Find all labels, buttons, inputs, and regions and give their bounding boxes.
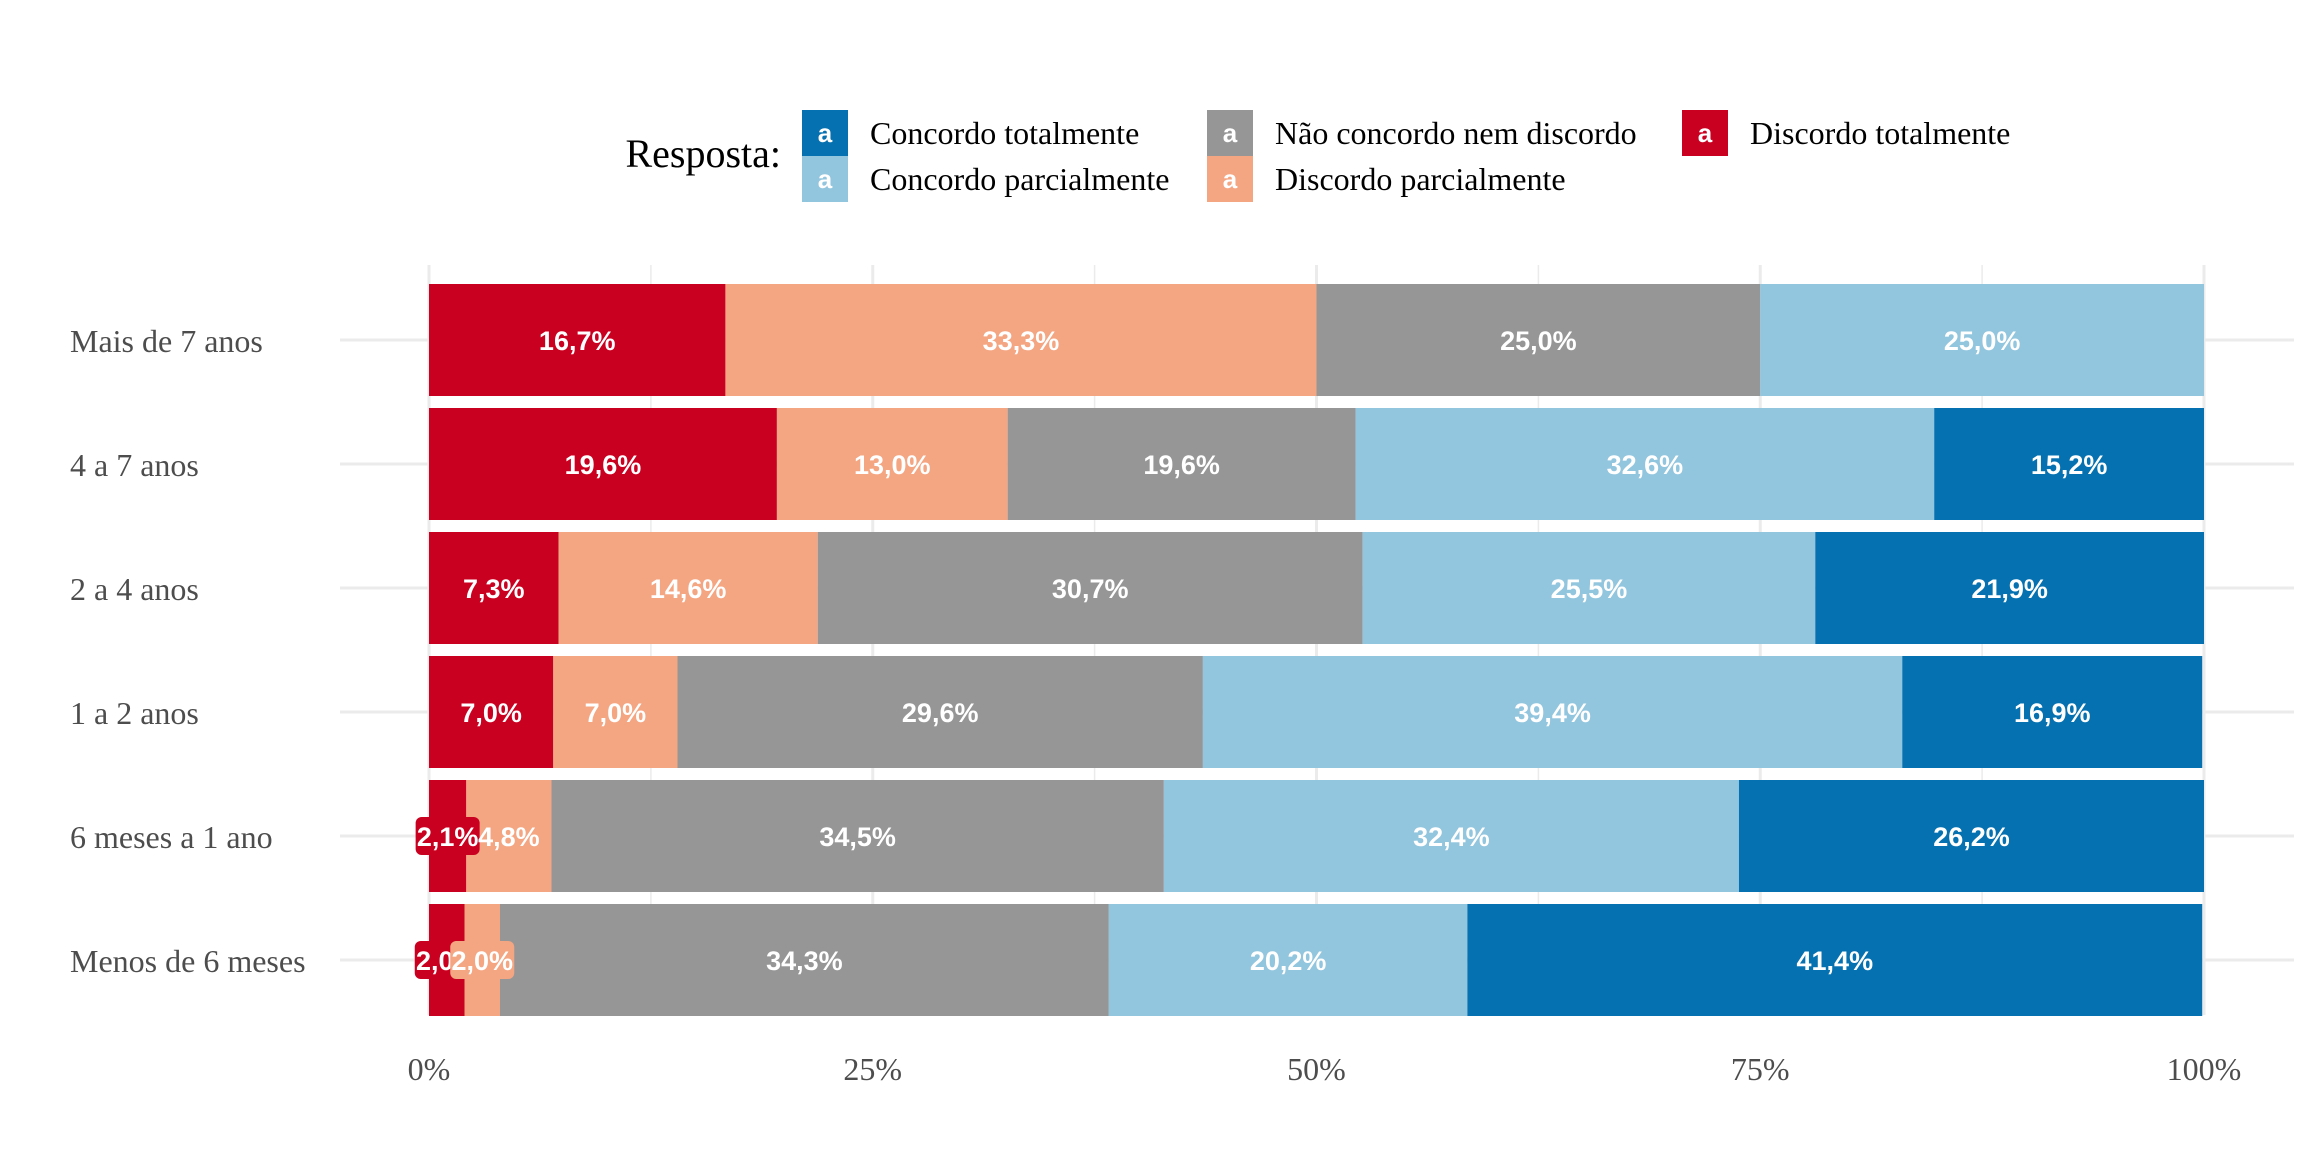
legend-key-glyph: a [818,118,833,148]
legend-entry-label: Não concordo nem discordo [1275,115,1637,151]
y-axis-label: 1 a 2 anos [70,695,199,731]
y-axis-label: 2 a 4 anos [70,571,199,607]
bar-segment [1467,904,2203,1016]
data-label: 15,2% [2031,450,2108,480]
legend-entry-label: Concordo parcialmente [870,161,1169,197]
data-label-box [450,941,515,979]
bar-segment [500,904,1109,1016]
bar-segment [1738,780,2204,892]
bar-segment [725,284,1317,396]
bar-segment [1007,408,1356,520]
legend-title: Resposta: [625,131,781,176]
data-label: 34,5% [819,822,896,852]
data-label: 2,0% [451,946,513,976]
y-axis-label: Mais de 7 anos [70,323,263,359]
data-label: 7,0% [460,698,522,728]
bars: 16,7% 33,3% 25,0% 25,0% 19,6% 13,0% 19,6% 32,6%… [414,284,2204,1016]
legend-entry-label: Concordo totalmente [870,115,1139,151]
bar-segment [553,656,678,768]
bar-segment [1108,904,1468,1016]
data-label: 34,3% [766,946,843,976]
legend-key [1207,156,1253,202]
data-label: 25,0% [1944,326,2021,356]
x-axis-labels: 0% 25% 50% 75% 100% [408,1051,2242,1087]
x-axis-tick-label: 100% [2167,1051,2242,1087]
bar-segment [558,532,818,644]
data-label: 25,5% [1551,574,1628,604]
data-label: 16,7% [539,326,616,356]
bar-segment [1316,284,1761,396]
bar-segment [429,408,777,520]
legend-entry-label: Discordo parcialmente [1275,161,1566,197]
bar-segment [1202,656,1903,768]
y-axis-label: 4 a 7 anos [70,447,199,483]
data-label: 20,2% [1250,946,1327,976]
legend-key-glyph: a [818,164,833,194]
legend-key [802,156,848,202]
bar-segment [1355,408,1935,520]
x-axis-tick-label: 75% [1731,1051,1790,1087]
x-axis-tick-label: 50% [1287,1051,1346,1087]
bar-segment [1760,284,2204,396]
bar-segment [817,532,1363,644]
data-label: 41,4% [1797,946,1874,976]
data-label: 21,9% [1971,574,2048,604]
legend-key [1682,110,1728,156]
data-label: 19,6% [1143,450,1220,480]
y-axis-label: Menos de 6 meses [70,943,306,979]
legend-key-glyph: a [1223,164,1238,194]
legend-key [802,110,848,156]
legend-entry-label: Discordo totalmente [1750,115,2010,151]
data-label: 30,7% [1052,574,1129,604]
data-label: 13,0% [854,450,931,480]
data-label: 19,6% [565,450,642,480]
bar-segment [429,532,559,644]
data-label: 7,0% [585,698,647,728]
data-label: 14,6% [650,574,727,604]
y-axis-labels: Mais de 7 anos 4 a 7 anos 2 a 4 anos 1 a 2 … [70,323,306,979]
data-label: 39,4% [1514,698,1591,728]
data-label: 32,6% [1607,450,1684,480]
data-label: 29,6% [902,698,979,728]
bar-segment [429,656,554,768]
legend-key-glyph: a [1698,118,1713,148]
bar-segment [1815,532,2204,644]
data-label: 25,0% [1500,326,1577,356]
x-axis-tick-label: 25% [843,1051,902,1087]
bar-segment [551,780,1164,892]
legend: Resposta: a Concordo totalmente a Concordo … [625,110,2010,202]
bar-segment [776,408,1008,520]
bar-segment [1362,532,1816,644]
data-label: 16,9% [2014,698,2091,728]
y-axis-label: 6 meses a 1 ano [70,819,273,855]
data-label: 26,2% [1933,822,2010,852]
bar-segment [466,780,552,892]
data-label-box [415,817,480,855]
bar-segment [1902,656,2203,768]
bar-segment [429,284,726,396]
bar-segment [677,656,1203,768]
x-axis-tick-label: 0% [408,1051,451,1087]
legend-key-glyph: a [1223,118,1238,148]
data-label: 2,1% [417,822,479,852]
data-label: 4,8% [478,822,540,852]
data-label: 33,3% [983,326,1060,356]
data-label: 32,4% [1413,822,1490,852]
bar-segment [1934,408,2204,520]
legend-key [1207,110,1253,156]
bar-segment [1163,780,1739,892]
data-label: 7,3% [463,574,525,604]
